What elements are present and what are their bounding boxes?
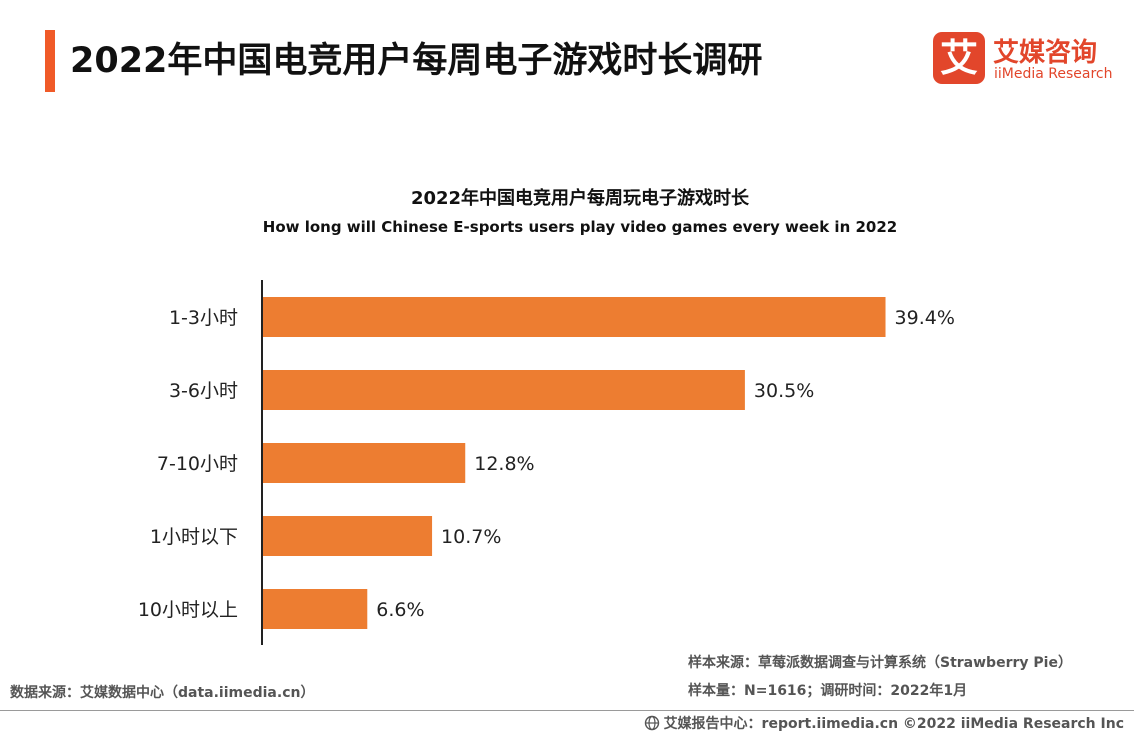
bar: [263, 443, 466, 483]
bar: [263, 297, 886, 337]
sample-size: 样本量：N=1616；调研时间：2022年1月: [688, 683, 968, 699]
chart-subtitle: How long will Chinese E-sports users pla…: [262, 218, 898, 236]
category-label: 7-10小时: [157, 453, 238, 475]
footer-copyright-row: 艾媒报告中心：report.iimedia.cn ©2022 iiMedia R…: [644, 713, 1124, 733]
data-source: 数据来源：艾媒数据中心（data.iimedia.cn）: [10, 685, 315, 701]
category-label: 10小时以上: [138, 599, 238, 621]
value-label: 12.8%: [474, 453, 534, 475]
bar: [263, 589, 368, 629]
value-label: 10.7%: [441, 526, 501, 548]
category-label: 1-3小时: [169, 307, 238, 329]
value-label: 39.4%: [895, 307, 955, 329]
footer-divider: [0, 710, 1134, 711]
bar: [263, 370, 745, 410]
copyright-text: 艾媒报告中心：report.iimedia.cn ©2022 iiMedia R…: [663, 716, 1124, 732]
category-label: 3-6小时: [169, 380, 238, 402]
header-accent-bar: [45, 30, 55, 92]
page-title: 2022年中国电竞用户每周电子游戏时长调研: [70, 41, 763, 81]
logo-name-cn: 艾媒咨询: [993, 38, 1098, 68]
globe-icon: [644, 715, 659, 731]
value-label: 6.6%: [376, 599, 424, 621]
logo-name-en: iiMedia Research: [994, 66, 1113, 82]
chart-title: 2022年中国电竞用户每周玩电子游戏时长: [410, 188, 750, 209]
sample-source: 样本来源：草莓派数据调查与计算系统（Strawberry Pie）: [688, 655, 1072, 671]
brand-logo: 艾 艾媒咨询 iiMedia Research: [933, 32, 1123, 88]
category-label: 1小时以下: [150, 526, 238, 548]
value-label: 30.5%: [754, 380, 814, 402]
bar: [263, 516, 433, 556]
logo-mark: 艾: [933, 32, 985, 84]
